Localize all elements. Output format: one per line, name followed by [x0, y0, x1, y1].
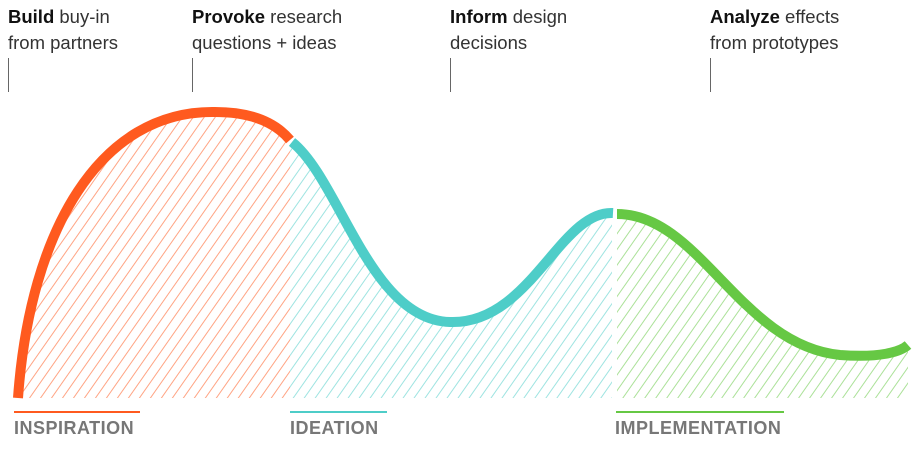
annotation-keyword: Inform — [450, 6, 508, 27]
annotation-keyword: Analyze — [710, 6, 780, 27]
annotation-text-line2: decisions — [450, 32, 528, 53]
annotation-inform: Inform design decisions — [450, 4, 567, 56]
phase-label-ideation: IDEATION — [290, 418, 379, 438]
implementation-area — [617, 214, 908, 398]
annotation-text: design — [507, 6, 568, 27]
annotation-tick — [710, 58, 711, 92]
implementation-curve — [616, 209, 912, 361]
annotation-tick — [8, 58, 9, 92]
annotation-text-line2: from prototypes — [710, 32, 839, 53]
ideation-underline — [290, 411, 387, 413]
annotation-keyword: Provoke — [192, 6, 266, 27]
annotation-analyze: Analyze effects from prototypes — [710, 4, 839, 56]
annotation-keyword: Build — [8, 6, 55, 27]
implementation-underline — [616, 411, 784, 413]
annotation-text-line2: questions + ideas — [192, 32, 337, 53]
annotation-tick — [192, 58, 193, 92]
inspiration-underline — [14, 411, 140, 413]
annotation-text-line2: from partners — [8, 32, 119, 53]
annotation-text: effects — [779, 6, 840, 27]
ideation-curve — [288, 138, 614, 328]
annotation-build: Build buy-in from partners — [8, 4, 118, 56]
phase-label-implementation: IMPLEMENTATION — [615, 418, 782, 438]
inspiration-area — [18, 111, 290, 398]
ideation-area — [290, 140, 612, 398]
annotation-tick — [450, 58, 451, 92]
annotation-text: research — [265, 6, 343, 27]
annotation-text: buy-in — [54, 6, 110, 27]
annotation-provoke: Provoke research questions + ideas — [192, 4, 342, 56]
inspiration-curve — [13, 106, 294, 399]
phase-label-inspiration: INSPIRATION — [14, 418, 135, 438]
